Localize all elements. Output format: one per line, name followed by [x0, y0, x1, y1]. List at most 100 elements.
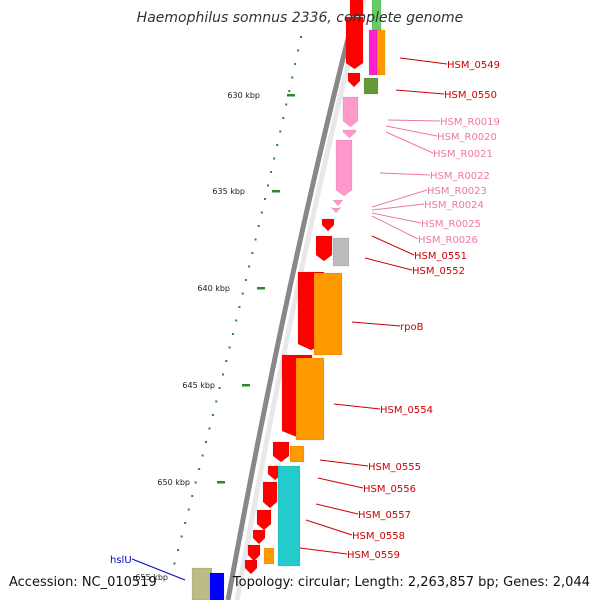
scale-label: 635 kbp — [212, 187, 245, 196]
major-tick — [217, 481, 225, 484]
feature-orange — [313, 272, 343, 356]
gene-label: HSM_R0026 — [418, 235, 478, 246]
rna-feature — [342, 96, 359, 128]
tick-dot — [248, 265, 251, 268]
tick-dot — [201, 454, 204, 457]
label-connector — [385, 131, 434, 154]
tick-dot — [251, 252, 254, 254]
tick-dot — [263, 198, 266, 200]
rna-feature — [335, 139, 353, 197]
label-connector — [333, 403, 381, 410]
feature-blue — [209, 572, 225, 600]
gene-label: HSM_R0022 — [430, 171, 490, 182]
scale-label: 650 kbp — [157, 478, 190, 487]
gene-label: HSM_R0019 — [440, 117, 500, 128]
label-connector — [371, 203, 425, 211]
tick-dot — [198, 468, 201, 470]
cds-feature — [347, 72, 361, 88]
label-connector — [385, 125, 438, 137]
tick-dot — [218, 387, 221, 389]
cds-feature — [262, 481, 278, 509]
tick-dot — [231, 333, 234, 335]
cds-feature — [244, 559, 258, 575]
label-connector — [131, 558, 186, 581]
tick-dot — [267, 184, 270, 187]
accession-text: Accession: NC_010519 — [9, 575, 157, 590]
gene-labels: HSM_0549 HSM_0550 HSM_R0019 HSM_R0020 HSM_R0… — [110, 60, 500, 566]
feature-orange — [295, 357, 325, 441]
tick-dot — [221, 373, 224, 376]
tick-dot — [208, 427, 211, 430]
map-title: Haemophilus somnus 2336, complete genome — [136, 10, 464, 26]
label-connector — [379, 172, 431, 176]
scale-label: 655 kbp — [135, 573, 168, 582]
feature-orange — [263, 547, 275, 565]
cds-feature — [345, 16, 364, 70]
cds-feature — [315, 235, 333, 262]
gene-label: HSM_0550 — [444, 90, 497, 101]
label-connector — [319, 459, 369, 467]
cds-feature — [256, 509, 272, 531]
gene-label: HSM_0558 — [352, 531, 405, 542]
tick-dot — [291, 76, 294, 79]
gene-features — [191, 0, 386, 600]
gene-label: HSM_R0023 — [427, 186, 487, 197]
label-connector — [364, 257, 413, 271]
tick-dot — [273, 157, 276, 160]
label-connector — [371, 215, 419, 240]
gene-label: HSM_R0020 — [437, 132, 497, 143]
label-connector — [305, 519, 353, 536]
scale-label: 640 kbp — [197, 284, 230, 293]
tick-dot — [288, 90, 291, 92]
label-connector — [371, 189, 428, 208]
tick-dot — [225, 360, 228, 362]
tick-dot — [211, 414, 214, 416]
label-connector — [317, 477, 364, 489]
label-connectors — [131, 57, 448, 581]
rna-feature — [342, 129, 357, 139]
tick-dot — [238, 306, 241, 308]
tick-dot — [187, 508, 190, 511]
tick-dot — [228, 346, 231, 349]
tick-dot — [205, 441, 208, 443]
tick-dot — [191, 495, 194, 497]
gene-label: HSM_R0024 — [424, 200, 484, 211]
label-connector — [399, 57, 448, 65]
label-connector — [315, 503, 359, 515]
gene-label: HSM_0552 — [412, 266, 465, 277]
tick-dot — [297, 49, 300, 52]
gene-label: HSM_0551 — [414, 251, 467, 262]
scale-label: 645 kbp — [182, 381, 215, 390]
major-tick — [257, 287, 265, 290]
tick-dot — [254, 238, 257, 241]
gene-label: hslU — [110, 555, 132, 566]
major-tick — [272, 190, 280, 193]
feature-orange — [289, 445, 305, 463]
major-tick — [242, 384, 250, 387]
cds-feature — [252, 529, 266, 545]
tick-dot — [279, 130, 282, 133]
tick-dot — [173, 562, 176, 565]
label-connector — [371, 235, 415, 256]
cds-feature — [321, 218, 335, 232]
scale-ticks: 630 kbp 635 kbp 640 kbp 645 kbp 650 kbp 655 k… — [135, 36, 302, 582]
cds-feature — [272, 441, 290, 463]
rna-feature — [332, 199, 344, 207]
tick-dot — [184, 522, 187, 524]
tick-dot — [180, 535, 183, 538]
cds-feature — [349, 0, 364, 17]
feature-magenta — [368, 29, 378, 76]
gene-label: HSM_R0025 — [421, 219, 481, 230]
label-connector — [387, 119, 441, 122]
tick-dot — [194, 481, 197, 484]
label-connector — [351, 321, 401, 327]
tick-dot — [177, 549, 180, 551]
label-connector — [299, 547, 348, 555]
gene-label: HSM_0559 — [347, 550, 400, 561]
tick-dot — [294, 63, 297, 65]
tick-dot — [285, 103, 288, 106]
feature-khaki — [191, 567, 213, 600]
tick-dot — [270, 171, 273, 173]
gene-label: HSM_R0021 — [433, 149, 493, 160]
